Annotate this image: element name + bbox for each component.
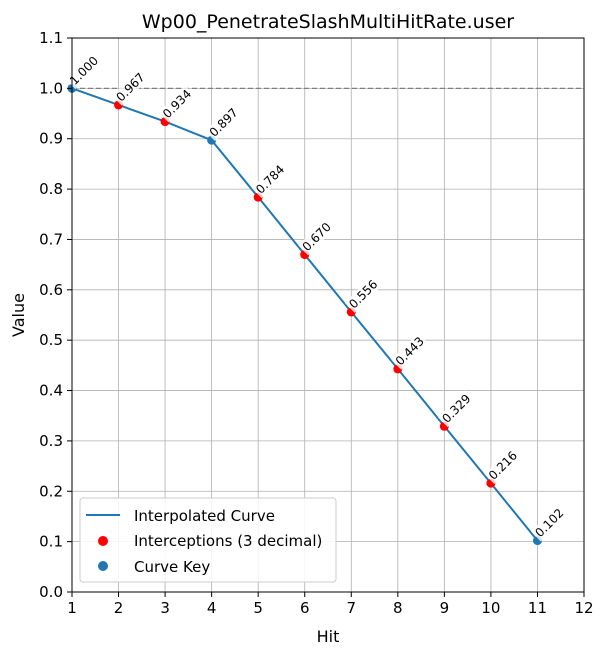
data-label-background — [251, 161, 289, 198]
x-tick-label: 6 — [300, 599, 310, 617]
data-label-background — [484, 447, 522, 485]
x-tick-label: 3 — [160, 599, 170, 617]
x-tick-label: 5 — [253, 599, 263, 617]
y-axis-ticks: 0.0 0.1 0.2 0.3 0.4 0.5 0.6 0.7 0.8 0.9 1.0 1.1 — [39, 29, 72, 601]
grid — [71, 37, 585, 593]
y-tick-label: 0.7 — [39, 230, 63, 248]
y-tick-label: 0.3 — [39, 432, 63, 450]
x-axis-ticks: 1 2 3 4 5 6 7 8 9 10 11 12 — [67, 592, 594, 617]
y-tick-label: 0.2 — [39, 482, 63, 500]
data-label-background — [205, 104, 242, 142]
data-label-background — [530, 504, 568, 542]
data-label-background — [344, 276, 382, 313]
y-tick-label: 0.6 — [39, 281, 63, 299]
chart-title: Wp00_PenetrateSlashMultiHitRate.user — [142, 11, 514, 33]
x-tick-label: 12 — [574, 599, 593, 617]
legend-blue-dot-swatch — [98, 561, 108, 571]
x-tick-label: 10 — [481, 599, 500, 617]
plot-frame — [71, 37, 585, 593]
y-tick-label: 0.9 — [39, 130, 63, 148]
x-tick-label: 7 — [346, 599, 356, 617]
y-axis-label: Value — [9, 293, 28, 337]
x-tick-label: 4 — [207, 599, 217, 617]
y-tick-label: 1.1 — [39, 29, 63, 47]
data-label-background — [298, 218, 336, 256]
legend-box — [79, 497, 337, 583]
x-tick-label: 2 — [114, 599, 124, 617]
x-axis-label: Hit — [317, 627, 340, 646]
x-tick-label: 11 — [528, 599, 547, 617]
data-label-background — [391, 332, 429, 370]
data-label-background — [65, 52, 103, 90]
legend: Interpolated Curve Interceptions (3 deci… — [79, 497, 337, 583]
x-tick-label: 1 — [67, 599, 77, 617]
y-tick-label: 0.5 — [39, 331, 63, 349]
data-label-background — [112, 69, 149, 106]
legend-label-curve-key: Curve Key — [134, 558, 210, 576]
x-tick-label: 9 — [440, 599, 450, 617]
x-tick-label: 8 — [393, 599, 403, 617]
data-label-background — [158, 85, 196, 123]
legend-red-dot-swatch — [98, 536, 108, 546]
y-tick-label: 0.1 — [39, 533, 63, 551]
legend-label-interceptions: Interceptions (3 decimal) — [134, 532, 322, 550]
y-tick-label: 1.0 — [39, 79, 63, 97]
legend-label-interpolated-curve: Interpolated Curve — [134, 507, 275, 525]
y-tick-label: 0.4 — [39, 382, 63, 400]
data-label-background — [437, 390, 475, 428]
y-tick-label: 0.8 — [39, 180, 63, 198]
y-tick-label: 0.0 — [39, 583, 63, 601]
